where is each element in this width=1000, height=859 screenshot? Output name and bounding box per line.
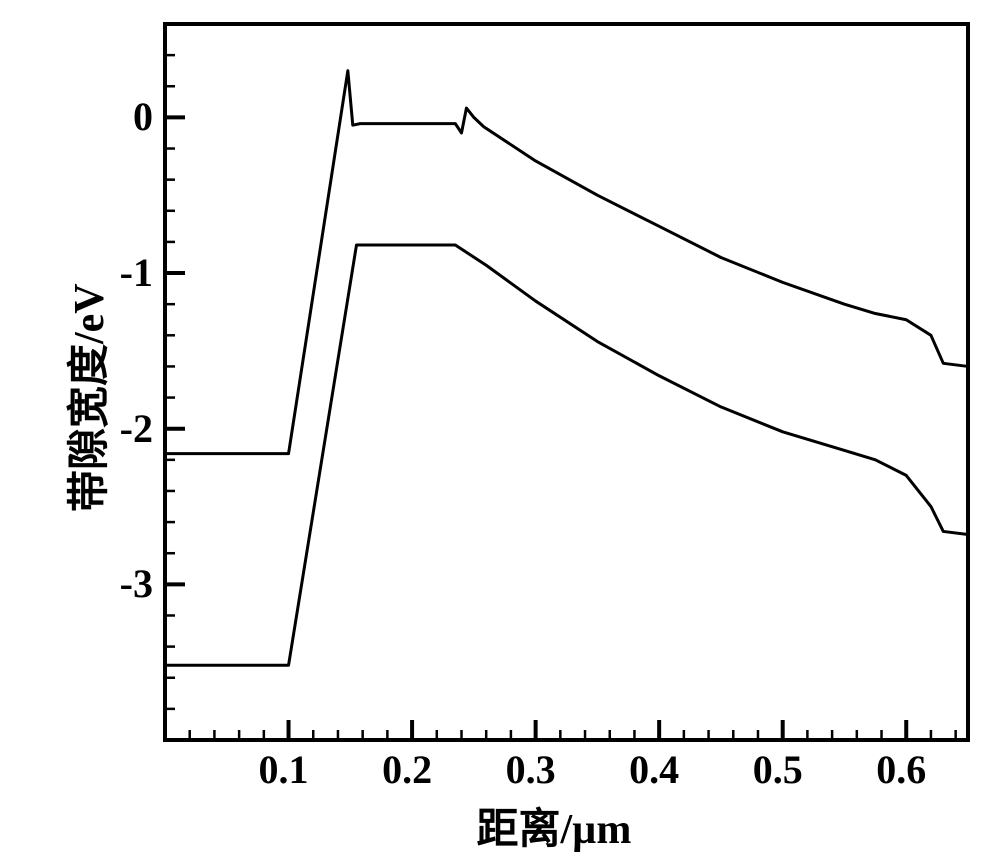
x-tick-label: 0.3 [506,746,556,793]
x-tick-label: 0.6 [876,746,926,793]
x-tick-label: 0.4 [629,746,679,793]
x-tick-label: 0.5 [753,746,803,793]
y-tick-label: -2 [120,405,153,452]
y-axis-label: 带隙宽度/eV [55,283,116,512]
x-tick-label: 0.1 [259,746,309,793]
x-axis-label: 距离/µm [477,795,632,856]
y-tick-label: 0 [133,93,153,140]
y-tick-label: -1 [120,249,153,296]
x-tick-label: 0.2 [382,746,432,793]
y-tick-label: -3 [120,560,153,607]
